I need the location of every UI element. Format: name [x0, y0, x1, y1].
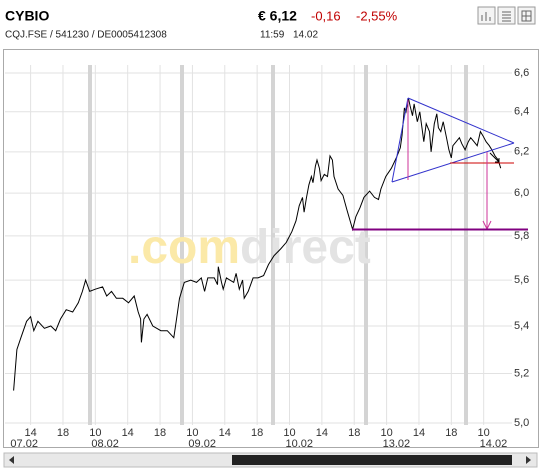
date-label: 14.02 — [480, 438, 508, 450]
date-label: 07.02 — [10, 438, 38, 450]
watermark-part: direct — [240, 221, 371, 274]
y-tick-label: 6,0 — [514, 187, 529, 199]
date: 14.02 — [293, 30, 318, 41]
y-tick-label: 6,4 — [514, 106, 529, 118]
watermark-part: .com — [128, 221, 240, 274]
scroll-left[interactable] — [9, 456, 14, 464]
date-label: 10.02 — [286, 438, 314, 450]
y-tick-label: 5,0 — [514, 417, 529, 429]
date-label: 09.02 — [188, 438, 216, 450]
y-tick-label: 6,2 — [514, 146, 529, 158]
small-arrow — [489, 152, 500, 163]
x-tick-label: 14 — [122, 427, 134, 439]
x-tick-label: 14 — [316, 427, 328, 439]
y-tick-label: 6,6 — [514, 67, 529, 79]
scrollbar — [3, 452, 538, 468]
x-tick-label: 10 — [380, 427, 392, 439]
x-tick-label: 10 — [186, 427, 198, 439]
x-tick-label: 18 — [57, 427, 69, 439]
icon-glyph — [502, 11, 511, 22]
x-tick-label: 10 — [89, 427, 101, 439]
scroll-thumb[interactable] — [232, 455, 512, 465]
price-line — [13, 97, 502, 391]
time: 11:59 — [260, 30, 285, 41]
watermark: .comdirect — [128, 221, 371, 274]
icon-glyph — [521, 10, 532, 22]
plot — [13, 97, 502, 391]
x-tick-label: 18 — [154, 427, 166, 439]
scroll-right[interactable] — [526, 456, 531, 464]
date-label: 13.02 — [383, 438, 411, 450]
x-tick-label: 14 — [413, 427, 425, 439]
x-tick-label: 14 — [219, 427, 231, 439]
x-tick-label: 18 — [251, 427, 263, 439]
y-tick-label: 5,6 — [514, 274, 529, 286]
price: € 6,12 — [258, 8, 297, 24]
day-separators — [88, 65, 468, 425]
triangle-line — [407, 97, 515, 144]
y-tick-label: 5,8 — [514, 230, 529, 242]
x-tick-label: 10 — [478, 427, 490, 439]
y-tick-label: 5,4 — [514, 320, 529, 332]
x-tick-label: 10 — [283, 427, 295, 439]
x-tick-label: 18 — [445, 427, 457, 439]
icon-glyph — [481, 12, 491, 21]
toolbar-icons — [477, 6, 536, 25]
stock-ids: CQJ.FSE / 541230 / DE0005412308 — [5, 30, 167, 41]
x-tick-label: 18 — [348, 427, 360, 439]
date-label: 08.02 — [91, 438, 119, 450]
triangle-line — [391, 97, 409, 183]
stock-name: CYBIO — [5, 8, 49, 24]
y-tick-label: 5,2 — [514, 367, 529, 379]
change-pct: -2,55% — [356, 8, 398, 23]
change: -0,16 — [311, 8, 341, 23]
annotations — [352, 97, 528, 231]
x-tick-label: 14 — [24, 427, 36, 439]
